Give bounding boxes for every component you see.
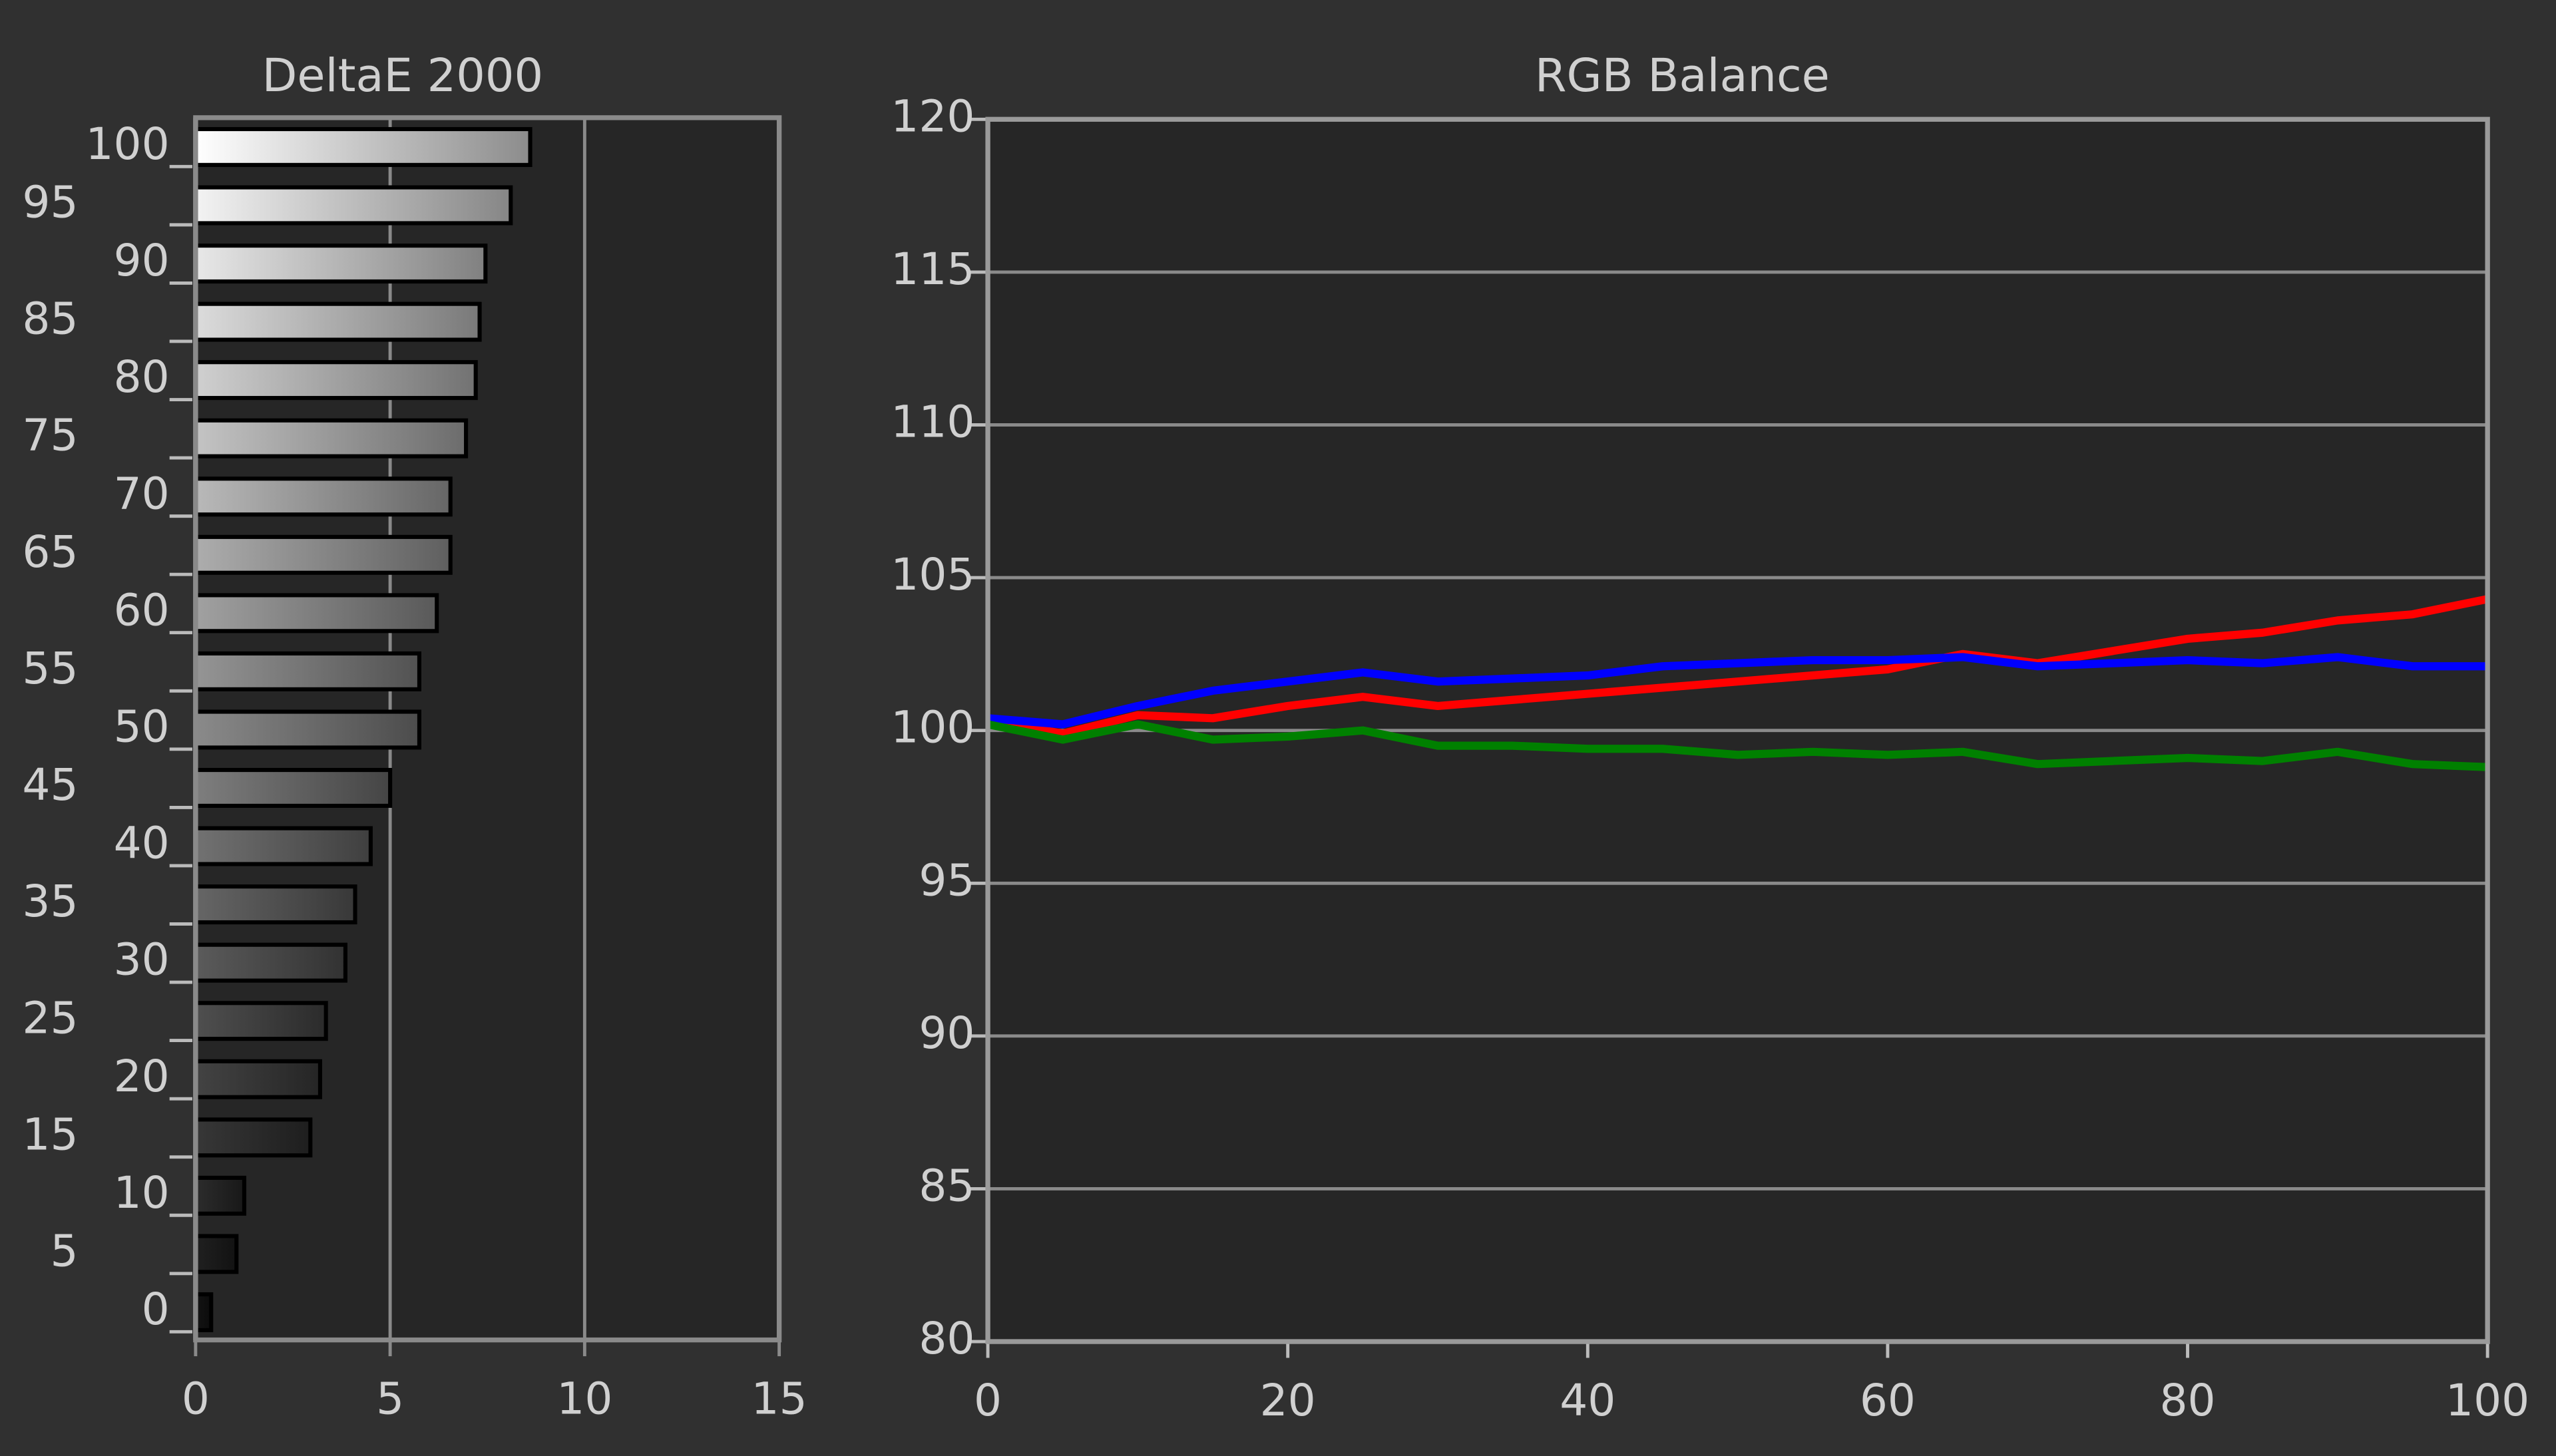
- y-tick-label: 85: [919, 1161, 974, 1212]
- bar: [193, 942, 347, 983]
- plot-frame: [985, 116, 2490, 1344]
- y-tick-label: 70: [114, 468, 170, 519]
- x-tick-label: 20: [1260, 1375, 1316, 1426]
- x-tick-label: 60: [1860, 1375, 1916, 1426]
- x-tick-label: 10: [556, 1373, 612, 1425]
- y-tick-label: 10: [114, 1167, 170, 1218]
- bar: [193, 244, 488, 284]
- bar: [193, 476, 453, 517]
- y-tick-label: 80: [114, 351, 170, 403]
- y-tick-label: 35: [22, 876, 78, 927]
- bar: [193, 126, 532, 167]
- y-tick-label: 100: [891, 702, 974, 753]
- y-tick-label: 5: [50, 1225, 78, 1276]
- bar: [193, 1059, 322, 1099]
- x-tick-label: 0: [182, 1373, 210, 1425]
- y-tick-label: 100: [86, 118, 170, 170]
- bar: [193, 1175, 247, 1216]
- y-tick-label: 50: [114, 701, 170, 753]
- bar: [193, 185, 513, 226]
- series-line: [987, 595, 2489, 738]
- bar: [193, 593, 439, 634]
- y-tick-label: 80: [919, 1313, 974, 1364]
- y-tick-label: 90: [114, 235, 170, 286]
- y-tick-label: 60: [114, 584, 170, 636]
- y-tick-label: 15: [22, 1109, 78, 1160]
- bar: [193, 826, 373, 866]
- y-tick-label: 90: [919, 1007, 974, 1059]
- bar: [193, 301, 482, 342]
- x-tick-label: 15: [751, 1373, 807, 1425]
- y-tick-label: 40: [114, 818, 170, 869]
- bar: [193, 884, 357, 925]
- series-line: [986, 720, 2488, 771]
- bar: [193, 1234, 239, 1274]
- x-tick-label: 5: [376, 1373, 404, 1425]
- y-tick-label: 0: [142, 1284, 170, 1335]
- x-tick-label: 80: [2159, 1375, 2215, 1426]
- y-tick-label: 30: [114, 934, 170, 986]
- bar: [193, 709, 422, 750]
- y-tick-label: 115: [891, 244, 974, 295]
- y-tick-label: 120: [891, 91, 974, 142]
- x-tick-label: 100: [2446, 1375, 2529, 1426]
- y-tick-label: 65: [22, 526, 78, 578]
- chart-title: RGB Balance: [1535, 49, 1830, 102]
- series-line: [987, 653, 2488, 729]
- bar: [193, 360, 478, 401]
- plot-frame: [193, 115, 782, 1343]
- y-tick-label: 75: [22, 410, 78, 461]
- x-tick-label: 40: [1560, 1375, 1615, 1426]
- bar: [193, 1001, 328, 1041]
- y-tick-label: 110: [891, 397, 974, 448]
- x-tick-label: 0: [974, 1375, 1002, 1426]
- bar: [193, 418, 469, 458]
- y-tick-label: 95: [22, 177, 78, 228]
- y-tick-label: 20: [114, 1051, 170, 1102]
- y-tick-label: 85: [22, 293, 78, 345]
- y-tick-label: 55: [22, 643, 78, 694]
- y-tick-label: 25: [22, 992, 78, 1043]
- bar: [193, 651, 422, 691]
- chart-title: DeltaE 2000: [262, 49, 544, 102]
- y-tick-label: 95: [919, 854, 974, 906]
- y-tick-label: 105: [891, 549, 974, 600]
- bar: [193, 1117, 313, 1158]
- bar: [193, 768, 393, 808]
- bar: [193, 534, 453, 575]
- y-tick-label: 45: [22, 759, 78, 811]
